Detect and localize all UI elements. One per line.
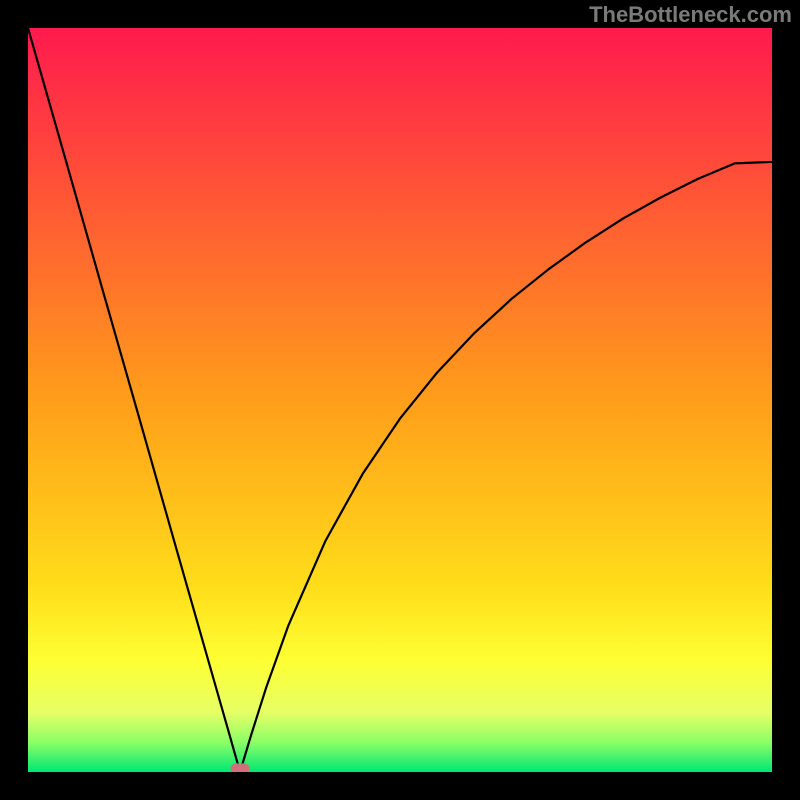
bottleneck-curve [28, 28, 772, 772]
plot-area [28, 28, 772, 772]
chart-svg [28, 28, 772, 772]
watermark-text: TheBottleneck.com [589, 2, 792, 28]
